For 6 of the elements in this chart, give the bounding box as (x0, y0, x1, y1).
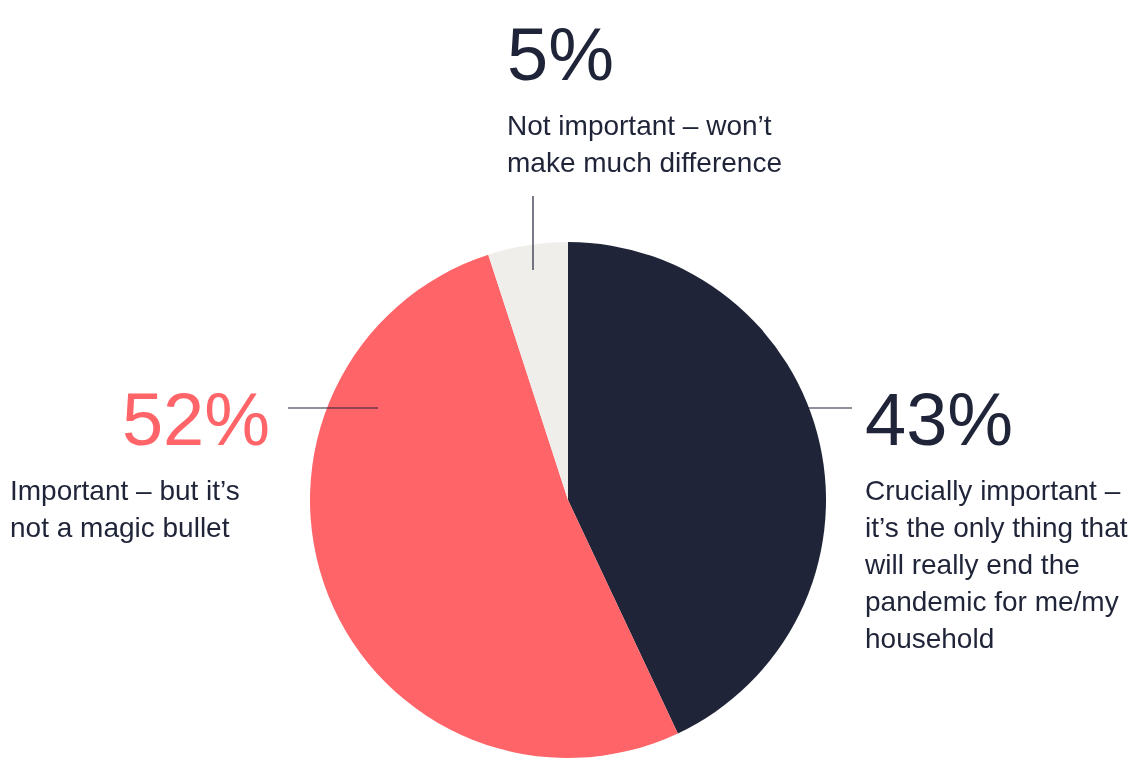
data-label: 5% (507, 13, 614, 96)
data-label: 43% (865, 378, 1014, 461)
data-label: 52% (121, 378, 270, 461)
slice-label: Not important – won’t make much difference (507, 110, 782, 178)
slice-label: Crucially important – it’s the only thing that will really end the pandemic for me/my household (864, 475, 1128, 654)
slice-label: Important – but it’s not a magic bullet (10, 475, 240, 543)
